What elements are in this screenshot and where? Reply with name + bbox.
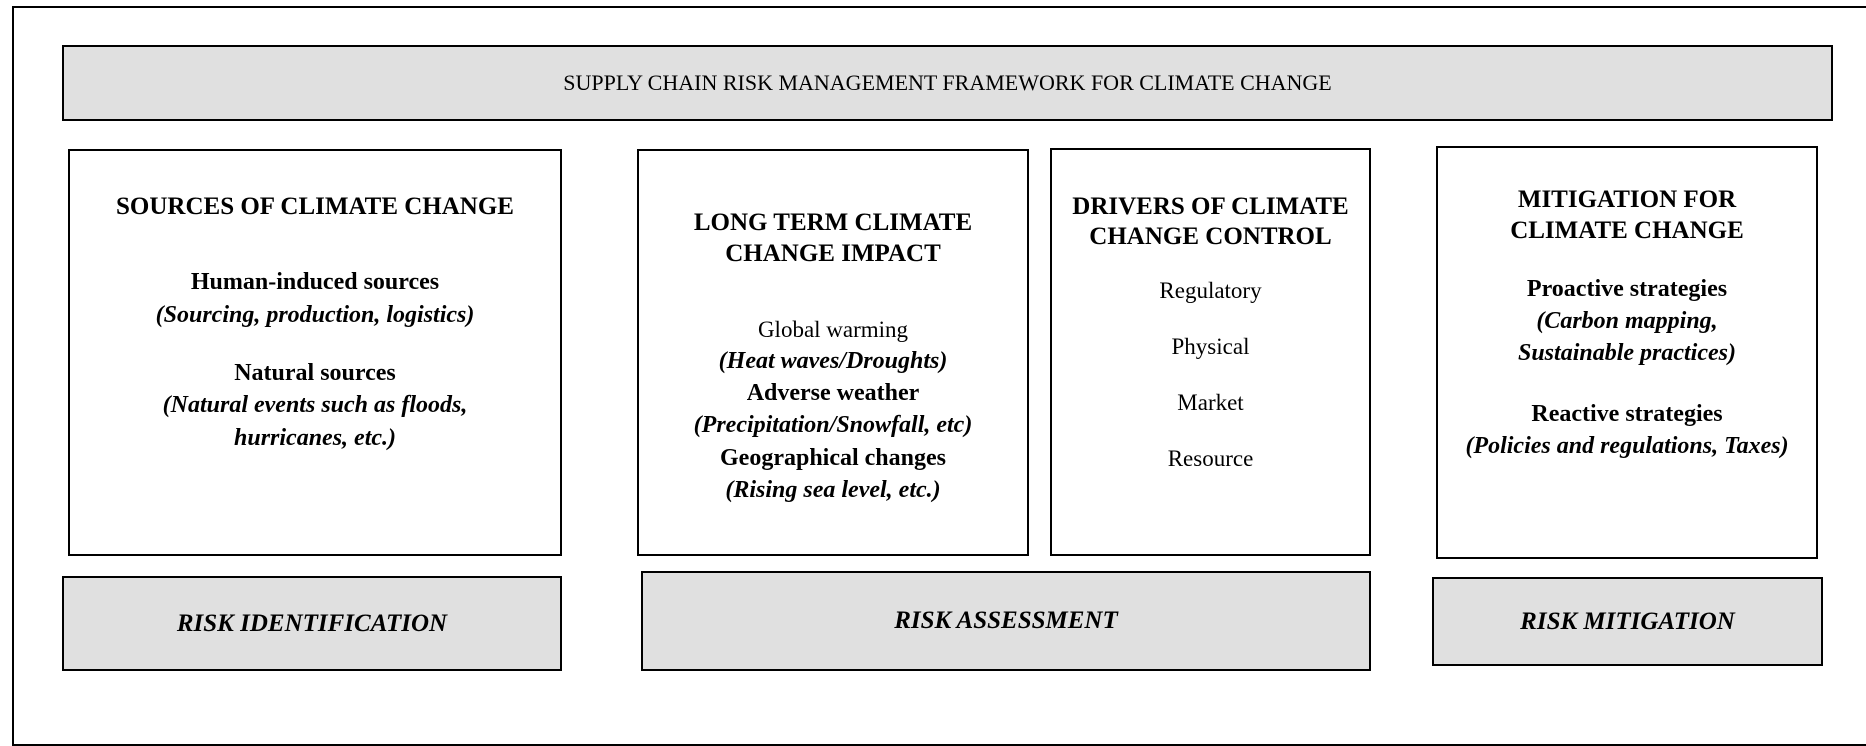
page: SUPPLY CHAIN RISK MANAGEMENT FRAMEWORK F… <box>12 6 1866 746</box>
driver: Market <box>1177 390 1244 415</box>
item-detail: (Carbon mapping, Sustainable practices) <box>1517 307 1736 367</box>
sources-panel: SOURCES OF CLIMATE CHANGE Human-induced … <box>68 149 562 556</box>
item-label: Adverse weather <box>746 379 920 406</box>
stage-box: RISK MITIGATION <box>1432 577 1823 666</box>
item-detail: (Natural events such as floods, hurrican… <box>162 392 468 451</box>
item-label: Natural sources <box>234 360 396 387</box>
item-label: Human-induced sources <box>190 269 440 296</box>
stage-label: RISK ASSESSMENT <box>894 607 1118 634</box>
item-detail: (Heat waves/Droughts) <box>718 347 948 374</box>
item-detail: (Precipitation/Snowfall, etc) <box>693 412 973 439</box>
item-label: Reactive strategies <box>1531 400 1723 427</box>
stage-box: RISK IDENTIFICATION <box>62 576 562 671</box>
panel-heading: MITIGATION FOR CLIMATE CHANGE <box>1510 186 1744 245</box>
title: SUPPLY CHAIN RISK MANAGEMENT FRAMEWORK F… <box>563 70 1332 95</box>
panel-heading: DRIVERS OF CLIMATE CHANGE CONTROL <box>1072 193 1349 250</box>
driver: Regulatory <box>1159 278 1262 303</box>
item-detail: (Rising sea level, etc.) <box>725 477 941 504</box>
drivers-panel: DRIVERS OF CLIMATE CHANGE CONTROL Regula… <box>1050 148 1371 556</box>
item-label: Geographical changes <box>720 444 946 471</box>
panel-heading: LONG TERM CLIMATE CHANGE IMPACT <box>693 209 973 268</box>
item-detail: (Policies and regulations, Taxes) <box>1465 433 1789 460</box>
mitigation-panel: MITIGATION FOR CLIMATE CHANGE Proactive … <box>1436 146 1818 559</box>
impact-panel: LONG TERM CLIMATE CHANGE IMPACT Global w… <box>637 149 1029 556</box>
item-label: Global warming <box>757 316 909 342</box>
stage-box: RISK ASSESSMENT <box>641 571 1371 671</box>
item-label: Proactive strategies <box>1526 275 1728 302</box>
driver: Resource <box>1167 446 1254 471</box>
stage-label: RISK IDENTIFICATION <box>176 609 448 637</box>
title-bar: SUPPLY CHAIN RISK MANAGEMENT FRAMEWORK F… <box>62 45 1833 121</box>
stage-label: RISK MITIGATION <box>1520 607 1735 635</box>
driver: Physical <box>1171 334 1250 359</box>
panel-heading: SOURCES OF CLIMATE CHANGE <box>116 193 514 220</box>
item-detail: (Sourcing, production, logistics) <box>155 301 475 328</box>
